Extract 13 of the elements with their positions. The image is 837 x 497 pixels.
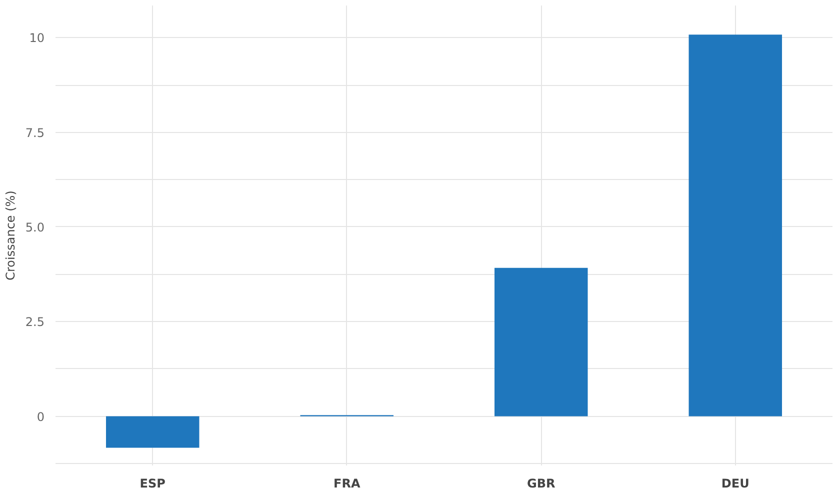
bar — [106, 416, 200, 448]
y-tick-label: 0 — [36, 410, 45, 424]
x-tick-label: ESP — [140, 476, 166, 490]
y-tick-label: 2.5 — [25, 315, 45, 330]
y-tick-label: 7.5 — [25, 126, 45, 140]
y-axis-title: Croissance (%) — [3, 190, 18, 280]
x-tick-label: FRA — [334, 476, 361, 490]
bar — [688, 34, 782, 416]
y-tick-label: 10 — [29, 31, 45, 46]
x-tick-label: GBR — [527, 476, 556, 490]
x-tick-label: DEU — [721, 476, 750, 490]
bar — [494, 268, 588, 416]
y-tick-label: 5.0 — [25, 220, 45, 234]
